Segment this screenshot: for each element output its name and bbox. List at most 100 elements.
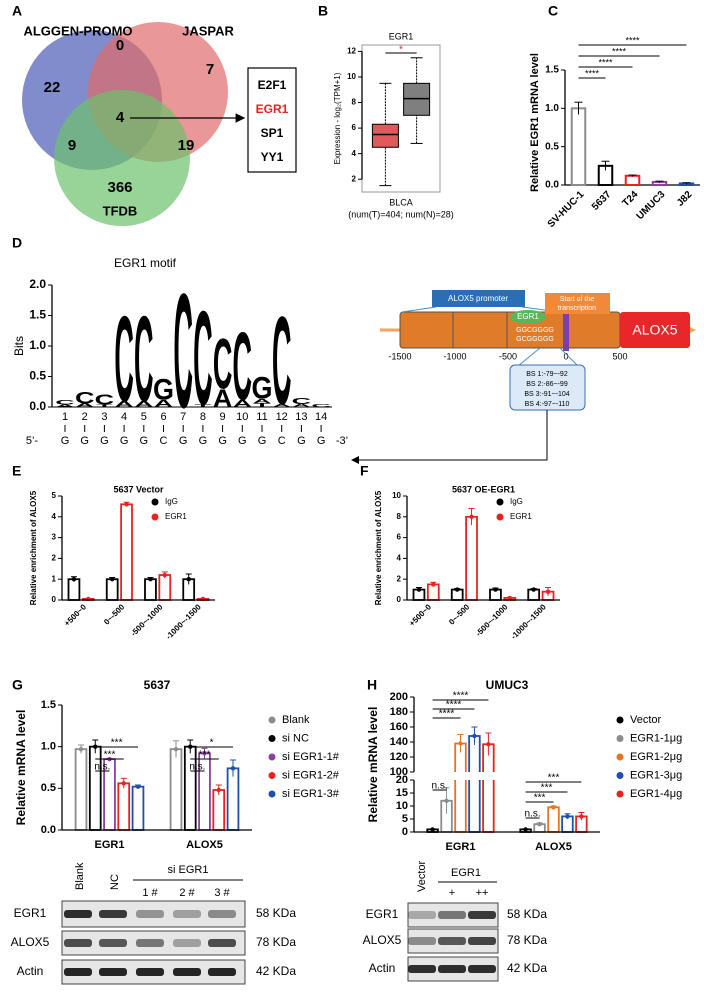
gene-name: ALOX5 (632, 322, 677, 338)
connector (517, 347, 541, 367)
sequence-letter: G (218, 435, 227, 447)
mean-dot (486, 742, 491, 747)
y-tick-label: 2 (397, 574, 402, 583)
panel-label: H (367, 677, 377, 693)
region-count: 366 (107, 179, 132, 196)
region-count: 0 (116, 37, 124, 54)
gene: EGR1 (256, 102, 289, 116)
position-label: 500 (612, 351, 627, 361)
sequence-letter: G (199, 435, 208, 447)
y-tick-label: 6 (397, 533, 402, 542)
band (136, 939, 164, 947)
tf-label: EGR1 (517, 312, 539, 321)
legend-label: si EGR1-1# (282, 751, 340, 763)
sequence-letter: G (179, 435, 188, 447)
tss-label-box (545, 293, 610, 314)
position-label: 11 (256, 411, 267, 423)
band (438, 911, 466, 919)
row-label: EGR1 (14, 906, 47, 920)
mean-dot (472, 733, 477, 739)
mean-dot (202, 751, 207, 756)
significance-label: *** (534, 793, 546, 804)
mean-dot (162, 572, 167, 578)
legend-marker (268, 790, 276, 798)
legend-marker (268, 753, 276, 761)
y-tick-label: 0.5 (41, 782, 56, 794)
mean-dot (493, 587, 498, 592)
logo-letter: C (173, 259, 192, 442)
mean-dot (444, 798, 449, 803)
lane-label: + (449, 887, 455, 899)
logo-letter: T (254, 403, 271, 409)
lane-label: 1 # (142, 887, 158, 899)
band (173, 910, 201, 918)
chart-title: 5637 OE-EGR1 (452, 484, 515, 494)
y-tick-label: 120 (390, 751, 408, 763)
size-label: 58 KDa (507, 907, 547, 921)
band (64, 968, 92, 976)
y-tick-label: 1.0 (29, 338, 46, 352)
y-tick-label: 1.5 (41, 699, 56, 711)
tss-marker (563, 309, 569, 351)
x-tick-label: +500~0 (62, 602, 88, 628)
connector (401, 306, 437, 313)
y-tick-label: 4 (397, 554, 402, 563)
logo-letter: G (153, 374, 174, 406)
mean-dot (531, 587, 536, 592)
lane-label: NC (109, 874, 121, 890)
site-seq: GGCGGGG (516, 327, 554, 334)
mean-dot (148, 577, 153, 582)
binding-site: BS 3:-91~-104 (524, 391, 569, 398)
band (64, 939, 92, 947)
panel-label: A (12, 3, 22, 19)
legend-marker (268, 772, 276, 779)
region-count: 19 (178, 137, 195, 154)
position-label: 14 (315, 411, 327, 423)
size-label: 42 KDa (256, 964, 296, 978)
logo-letter: T (195, 404, 212, 409)
promoter-label-box (432, 290, 525, 307)
panel-label: G (12, 677, 23, 693)
mean-dot (431, 582, 436, 587)
position-label: 9 (220, 411, 226, 423)
y-tick-label: 0.0 (41, 824, 56, 836)
x-tick-label: 0~-500 (447, 602, 472, 627)
mean-dot (430, 827, 435, 832)
connector (559, 347, 579, 367)
mean-dot (71, 577, 77, 582)
position-label: -1000 (443, 351, 466, 361)
venn-circle (54, 90, 190, 226)
x-tick-label: 0~-500 (102, 602, 127, 627)
sequence-letter: C (278, 435, 286, 447)
y-axis-label: Relative EGR1 mRNA level (529, 53, 541, 192)
y-tick-label: 160 (390, 721, 408, 733)
y-tick-label: 100 (390, 766, 408, 778)
bar (570, 107, 587, 186)
panel-label: C (548, 3, 558, 19)
legend-marker (268, 716, 276, 724)
y-tick-label: 0.5 (29, 369, 46, 383)
y-tick-label: 5 (402, 813, 408, 825)
set-label: TFDB (103, 203, 138, 218)
panel-label: D (12, 235, 22, 251)
position-label: 2 (82, 411, 88, 423)
size-label: 42 KDa (507, 961, 547, 975)
arrow (351, 410, 548, 464)
motif-title: EGR1 motif (114, 256, 177, 270)
y-tick-label: 8 (397, 512, 402, 521)
band (468, 965, 496, 973)
significance-label: *** (548, 773, 560, 784)
band (468, 911, 496, 919)
y-tick-label: 4 (52, 512, 57, 521)
y-tick-label: 5 (52, 491, 57, 500)
significance-label: * (399, 45, 403, 56)
bar (465, 515, 478, 601)
tf-ellipse (510, 310, 546, 324)
legend-marker (496, 513, 504, 521)
significance-label: n.s. (432, 781, 448, 792)
mean-dot (416, 587, 422, 592)
logo-letter: A (292, 404, 312, 409)
y-tick-label: 2 (52, 554, 57, 563)
mean-dot (537, 822, 542, 827)
